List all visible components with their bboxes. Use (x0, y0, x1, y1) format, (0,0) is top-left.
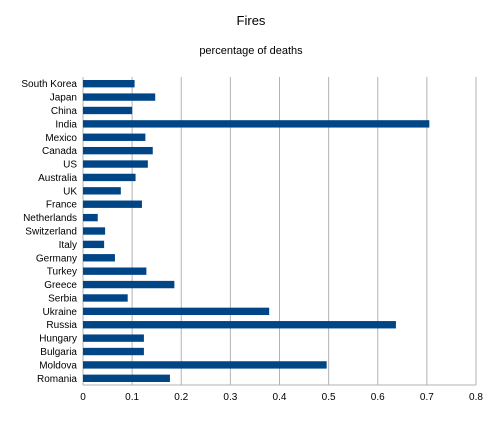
bar (83, 93, 156, 101)
x-tick-label: 0 (80, 392, 86, 403)
category-label: Canada (42, 146, 77, 157)
category-label: Turkey (47, 267, 77, 278)
category-label: Japan (50, 93, 77, 104)
bar (83, 133, 146, 141)
bar (83, 187, 121, 195)
bar (83, 267, 147, 275)
category-label: Hungary (39, 334, 77, 345)
bar (83, 120, 430, 128)
category-label: Germany (36, 253, 77, 264)
bar (83, 146, 153, 155)
bar (83, 254, 115, 262)
category-label: Italy (59, 240, 77, 251)
x-tick-label: 0.7 (420, 392, 434, 403)
bars (83, 80, 430, 382)
category-label: India (55, 119, 77, 130)
bar (83, 80, 135, 88)
category-label: Serbia (48, 293, 77, 304)
category-label: Greece (44, 280, 77, 291)
x-tick-label: 0.5 (322, 392, 336, 403)
category-label: UK (63, 186, 77, 197)
gridlines (82, 77, 477, 386)
bar (83, 321, 396, 329)
x-tick-label: 0.8 (469, 392, 483, 403)
category-label: Bulgaria (40, 347, 77, 358)
bar (83, 213, 98, 222)
category-label: Australia (38, 173, 77, 184)
category-label: Netherlands (23, 213, 77, 224)
bar (83, 227, 106, 235)
x-tick-label: 0.1 (125, 392, 139, 403)
x-tick-label: 0.3 (223, 392, 237, 403)
category-label: Switzerland (25, 227, 77, 238)
bar (83, 106, 133, 115)
bar (83, 240, 105, 249)
category-label: Ukraine (43, 307, 78, 318)
bar (83, 200, 142, 208)
bar (83, 160, 148, 168)
category-label: Romania (37, 374, 77, 385)
category-label: South Korea (21, 79, 77, 90)
bar (83, 361, 327, 369)
chart-subtitle: percentage of deaths (199, 45, 303, 57)
x-tick-labels: 0 0.1 0.2 0.3 0.4 0.5 0.6 0.7 0.8 (80, 392, 483, 403)
bar (83, 280, 175, 289)
bar (83, 307, 270, 316)
chart-title: Fires (237, 13, 266, 28)
category-labels: South Korea Japan China India Mexico Canada US… (21, 79, 77, 385)
x-tick-label: 0.6 (371, 392, 385, 403)
category-label: Russia (46, 320, 77, 331)
bar (83, 334, 144, 342)
category-label: Moldova (39, 360, 77, 371)
category-label: US (63, 160, 77, 171)
bar (83, 173, 136, 182)
bar (83, 294, 128, 302)
x-tick-label: 0.2 (174, 392, 188, 403)
bar (83, 347, 144, 356)
x-tick-label: 0.4 (273, 392, 287, 403)
category-label: Mexico (45, 133, 77, 144)
category-label: France (46, 200, 78, 211)
category-label: China (51, 106, 78, 117)
bar (83, 374, 170, 382)
